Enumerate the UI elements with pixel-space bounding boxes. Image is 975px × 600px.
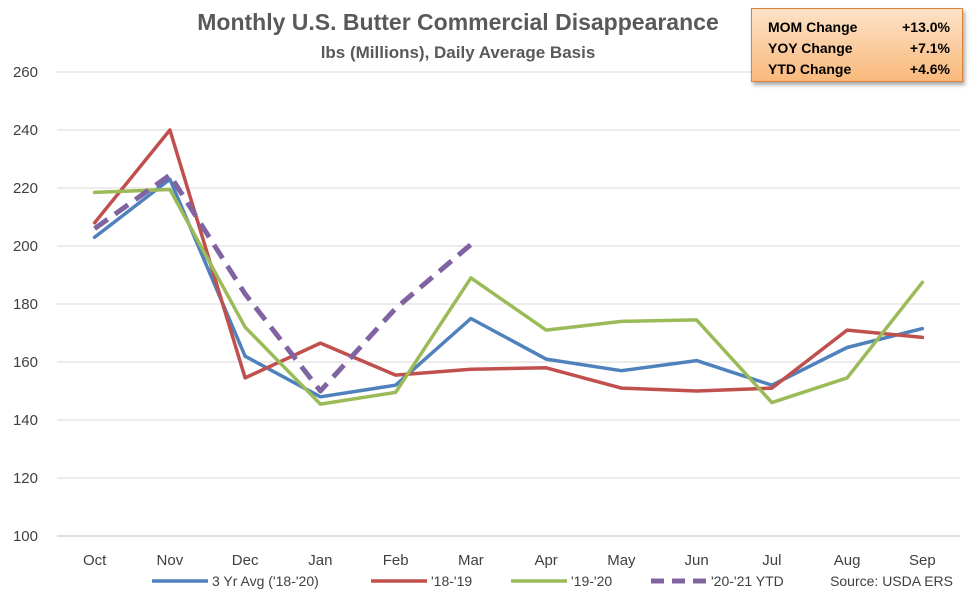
source-note: Source: USDA ERS (830, 573, 953, 589)
y-tick-label: 120 (13, 470, 38, 487)
legend-label: '20-'21 YTD (711, 573, 784, 589)
stat-label: MOM Change (768, 19, 858, 35)
stat-value: +13.0% (902, 19, 950, 35)
legend-label: '19-'20 (571, 573, 612, 589)
series-lines (92, 128, 925, 406)
stat-label: YTD Change (768, 61, 852, 77)
x-tick-label: Mar (458, 552, 484, 569)
y-tick-label: 180 (13, 296, 38, 313)
x-tick-label: Feb (383, 552, 409, 569)
y-tick-label: 260 (13, 64, 38, 81)
y-tick-label: 100 (13, 528, 38, 545)
x-tick-label: Aug (834, 552, 861, 569)
y-axis-ticks: 100 120 140 160 180 200 220 240 260 (13, 64, 38, 545)
change-summary-box: MOM Change +13.0% YOY Change +7.1% YTD C… (751, 8, 963, 82)
x-tick-label: Dec (232, 552, 259, 569)
stat-row-yoy: YOY Change +7.1% (768, 38, 950, 59)
stat-value: +7.1% (909, 40, 950, 56)
series-line (92, 128, 925, 393)
x-tick-label: Nov (157, 552, 184, 569)
legend-label: '18-'19 (431, 573, 472, 589)
stat-row-mom: MOM Change +13.0% (768, 17, 950, 38)
chart-subtitle: lbs (Millions), Daily Average Basis (321, 43, 596, 62)
x-tick-label: Oct (83, 552, 107, 569)
y-tick-label: 240 (13, 122, 38, 139)
y-tick-label: 220 (13, 180, 38, 197)
series-line (92, 187, 925, 406)
series-line (93, 172, 473, 394)
x-tick-label: May (607, 552, 636, 569)
stat-label: YOY Change (768, 40, 853, 56)
legend-label: 3 Yr Avg ('18-'20) (212, 573, 319, 589)
chart-title: Monthly U.S. Butter Commercial Disappear… (197, 9, 718, 35)
x-tick-label: Sep (909, 552, 936, 569)
x-tick-label: Jul (762, 552, 781, 569)
y-tick-label: 160 (13, 354, 38, 371)
x-tick-label: Jan (308, 552, 332, 569)
y-tick-label: 140 (13, 412, 38, 429)
y-tick-label: 200 (13, 238, 38, 255)
x-tick-label: Jun (685, 552, 709, 569)
x-axis-ticks: Oct Nov Dec Jan Feb Mar Apr May Jun Jul Aug Sep (83, 552, 936, 569)
legend: 3 Yr Avg ('18-'20) '18-'19 '19-'20 '20-'21 … (152, 573, 784, 589)
stat-value: +4.6% (909, 61, 950, 77)
stat-row-ytd: YTD Change +4.6% (768, 59, 950, 80)
x-tick-label: Apr (534, 552, 557, 569)
